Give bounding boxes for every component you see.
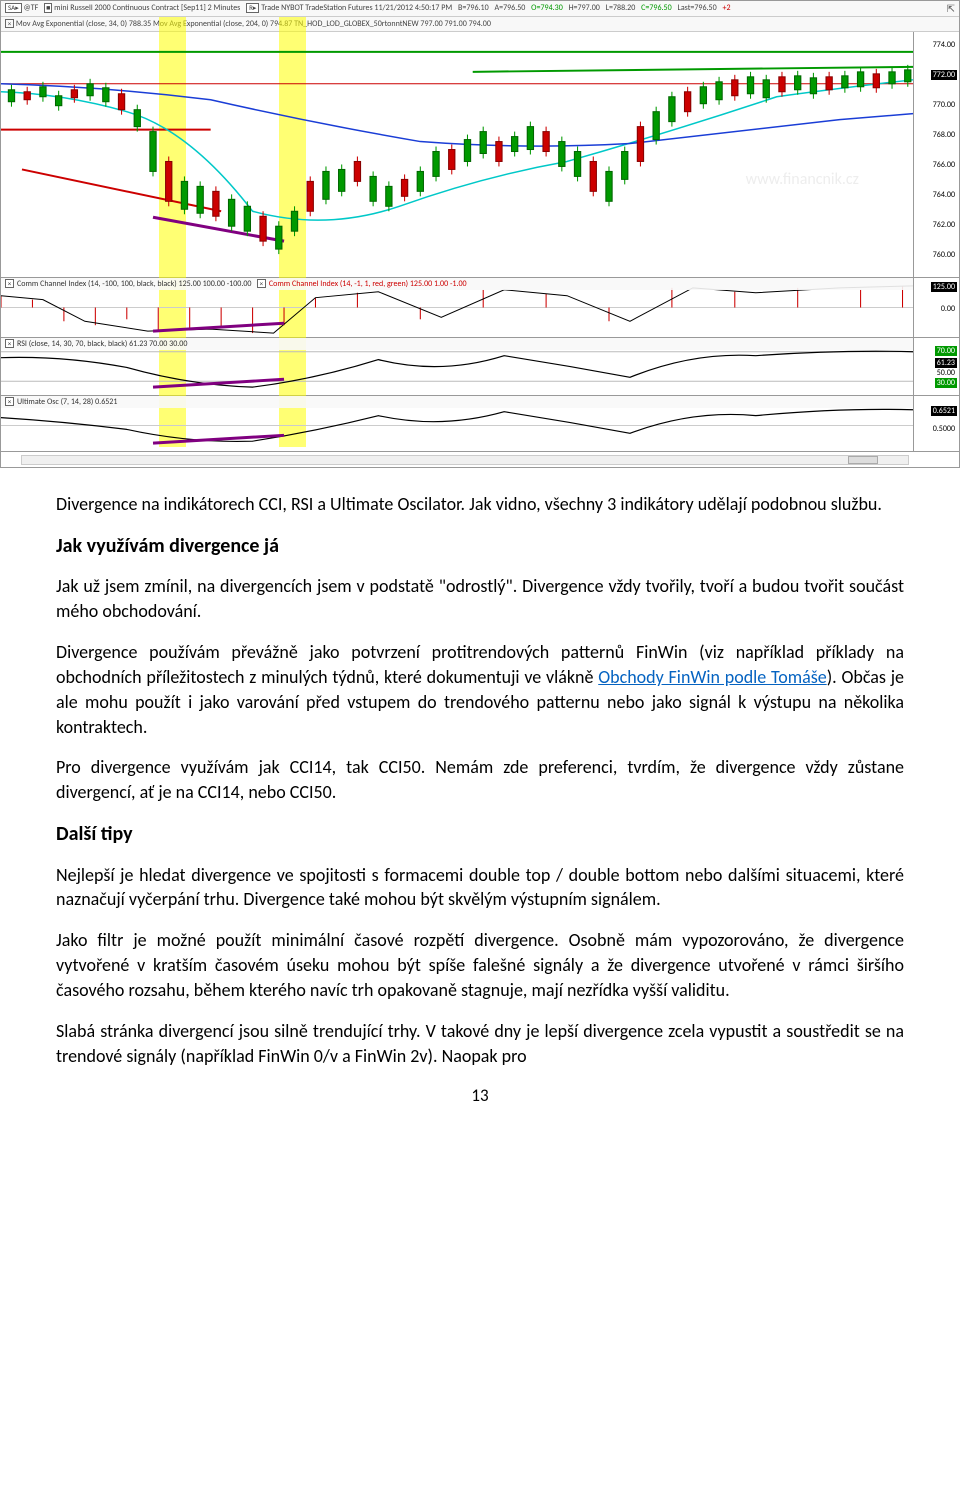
sa-icon: SA▸ bbox=[5, 3, 22, 13]
price-tick: 766.00 bbox=[931, 160, 957, 170]
price-yaxis: 774.00 772.00 770.00 768.00 766.00 764.0… bbox=[913, 32, 959, 277]
paragraph-p7: Slabá stránka divergencí jsou silně tren… bbox=[56, 1019, 904, 1069]
uo-label-text: Ultimate Osc (7, 14, 28) 0.6521 bbox=[17, 397, 117, 407]
heading-more-tips: Další tipy bbox=[56, 821, 904, 849]
price-tick: 760.00 bbox=[931, 250, 957, 260]
rsi-tick: 50.00 bbox=[935, 368, 957, 378]
close-rsi-icon[interactable]: × bbox=[5, 339, 14, 348]
rsi-yaxis: 70.00 61.23 50.00 30.00 bbox=[913, 338, 959, 395]
last: Last=796.50 bbox=[677, 3, 716, 13]
scrollbar-thumb[interactable] bbox=[848, 456, 878, 464]
open: O=794.30 bbox=[531, 3, 563, 13]
rsi-label-text: RSI (close, 14, 30, 70, black, black) 61… bbox=[17, 339, 187, 349]
trade-box-icon: R▸ bbox=[246, 3, 259, 13]
uo-label: ×Ultimate Osc (7, 14, 28) 0.6521 bbox=[1, 396, 959, 408]
rsi-panel: ×RSI (close, 14, 30, 70, black, black) 6… bbox=[1, 338, 959, 396]
page-number: 13 bbox=[56, 1084, 904, 1107]
price-tick: 772.00 bbox=[931, 70, 957, 80]
paragraph-p5: Nejlepší je hledat divergence ve spojito… bbox=[56, 863, 904, 913]
paragraph-intro: Divergence na indikátorech CCI, RSI a Ul… bbox=[56, 492, 904, 517]
document-body: Divergence na indikátorech CCI, RSI a Ul… bbox=[0, 468, 960, 1118]
rsi-tick: 70.00 bbox=[935, 346, 957, 356]
ask: A=796.50 bbox=[494, 3, 525, 13]
price-tick: 770.00 bbox=[931, 100, 957, 110]
desc-box-icon: ■ bbox=[44, 3, 52, 13]
rsi-tick: 30.00 bbox=[935, 378, 957, 388]
paragraph-p3: Divergence používám převážně jako potvrz… bbox=[56, 640, 904, 739]
indicator-line: Mov Avg Exponential (close, 34, 0) 788.3… bbox=[16, 19, 491, 29]
low: L=788.20 bbox=[606, 3, 636, 13]
price-chart-canvas bbox=[1, 32, 913, 277]
cci-tick: 0.00 bbox=[939, 304, 957, 314]
bid: B=796.10 bbox=[458, 3, 489, 13]
uo-tick: 0.5000 bbox=[931, 424, 957, 434]
close-indicator-icon[interactable]: × bbox=[5, 19, 14, 28]
price-tick: 768.00 bbox=[931, 130, 957, 140]
chart-header-row2: × Mov Avg Exponential (close, 34, 0) 788… bbox=[1, 17, 959, 33]
symbol: @TF bbox=[24, 3, 39, 13]
paragraph-p6: Jako filtr je možné použít minimální čas… bbox=[56, 928, 904, 1002]
chart-description: mini Russell 2000 Continuous Contract [S… bbox=[54, 3, 240, 13]
cci-label-text: Comm Channel Index (14, -100, 100, black… bbox=[17, 279, 251, 289]
cci-label: ×Comm Channel Index (14, -100, 100, blac… bbox=[1, 278, 959, 290]
cci-label2-text: Comm Channel Index (14, -1, 1, red, gree… bbox=[269, 279, 467, 289]
high: H=797.00 bbox=[569, 3, 600, 13]
expand-icon[interactable]: ⇱ bbox=[947, 3, 955, 15]
chart-header-row1: SA▸ @TF ■ mini Russell 2000 Continuous C… bbox=[1, 1, 959, 17]
price-panel: www.financnik.cz bbox=[1, 32, 959, 278]
cci-yaxis: 125.00 0.00 bbox=[913, 278, 959, 337]
ultimate-osc-panel: ×Ultimate Osc (7, 14, 28) 0.6521 0.6521 … bbox=[1, 396, 959, 452]
trading-chart-screenshot: SA▸ @TF ■ mini Russell 2000 Continuous C… bbox=[0, 0, 960, 468]
cci-panel: ×Comm Channel Index (14, -100, 100, blac… bbox=[1, 278, 959, 338]
price-tick: 764.00 bbox=[931, 190, 957, 200]
paragraph-p4: Pro divergence využívám jak CCI14, tak C… bbox=[56, 755, 904, 805]
uo-tick: 0.6521 bbox=[931, 406, 957, 416]
rsi-tick: 61.23 bbox=[935, 358, 957, 368]
close-cci-icon[interactable]: × bbox=[5, 279, 14, 288]
price-tick: 774.00 bbox=[931, 40, 957, 50]
link-finwin-trades[interactable]: Obchody FinWin podle Tomáše bbox=[598, 666, 826, 688]
trade-info: Trade NYBOT TradeStation Futures 11/21/2… bbox=[261, 3, 452, 13]
uo-yaxis: 0.6521 0.5000 bbox=[913, 396, 959, 451]
chart-scrollbar[interactable] bbox=[21, 455, 909, 465]
close: C=796.50 bbox=[641, 3, 672, 13]
price-tick: 762.00 bbox=[931, 220, 957, 230]
rsi-label: ×RSI (close, 14, 30, 70, black, black) 6… bbox=[1, 338, 959, 350]
heading-how-i-use: Jak využívám divergence já bbox=[56, 533, 904, 561]
close-cci2-icon[interactable]: × bbox=[257, 279, 266, 288]
close-uo-icon[interactable]: × bbox=[5, 397, 14, 406]
cci-tick: 125.00 bbox=[931, 282, 957, 292]
paragraph-p2: Jak už jsem zmínil, na divergencích jsem… bbox=[56, 574, 904, 624]
